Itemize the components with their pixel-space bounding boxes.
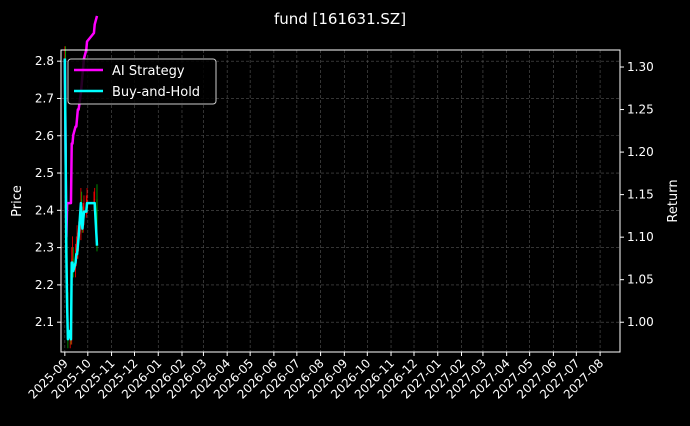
y2-tick-label: 1.25: [627, 103, 654, 117]
buy-and-hold-line: [63, 58, 99, 341]
y2-tick-label: 1.20: [627, 145, 654, 159]
y2-tick-label: 1.05: [627, 273, 654, 287]
candle-body: [94, 199, 96, 200]
legend-label-ai: AI Strategy: [112, 64, 185, 79]
y2-axis-label: Return: [666, 179, 681, 222]
chart-title: fund [161631.SZ]: [274, 10, 406, 28]
y-tick-label: 2.4: [35, 203, 54, 217]
y-axis-label: Price: [10, 185, 25, 217]
legend-label-bh: Buy-and-Hold: [112, 85, 200, 100]
y-tick-label: 2.5: [35, 166, 54, 180]
y2-tick-label: 1.10: [627, 230, 654, 244]
plot-frame: [60, 49, 621, 353]
y-tick-label: 2.2: [35, 278, 54, 292]
candle-body: [96, 199, 98, 244]
y-tick-label: 2.8: [35, 54, 54, 68]
y-tick-label: 2.3: [35, 241, 54, 255]
y-tick-label: 2.7: [35, 91, 54, 105]
y-tick-label: 2.1: [35, 315, 54, 329]
y-tick-label: 2.6: [35, 129, 54, 143]
candle-body: [72, 258, 73, 260]
candle-body: [93, 199, 95, 200]
legend: AI Strategy Buy-and-Hold: [67, 58, 217, 105]
y2-tick-label: 1.00: [627, 315, 654, 329]
y2-tick-label: 1.30: [627, 60, 654, 74]
y2-tick-label: 1.15: [627, 188, 654, 202]
